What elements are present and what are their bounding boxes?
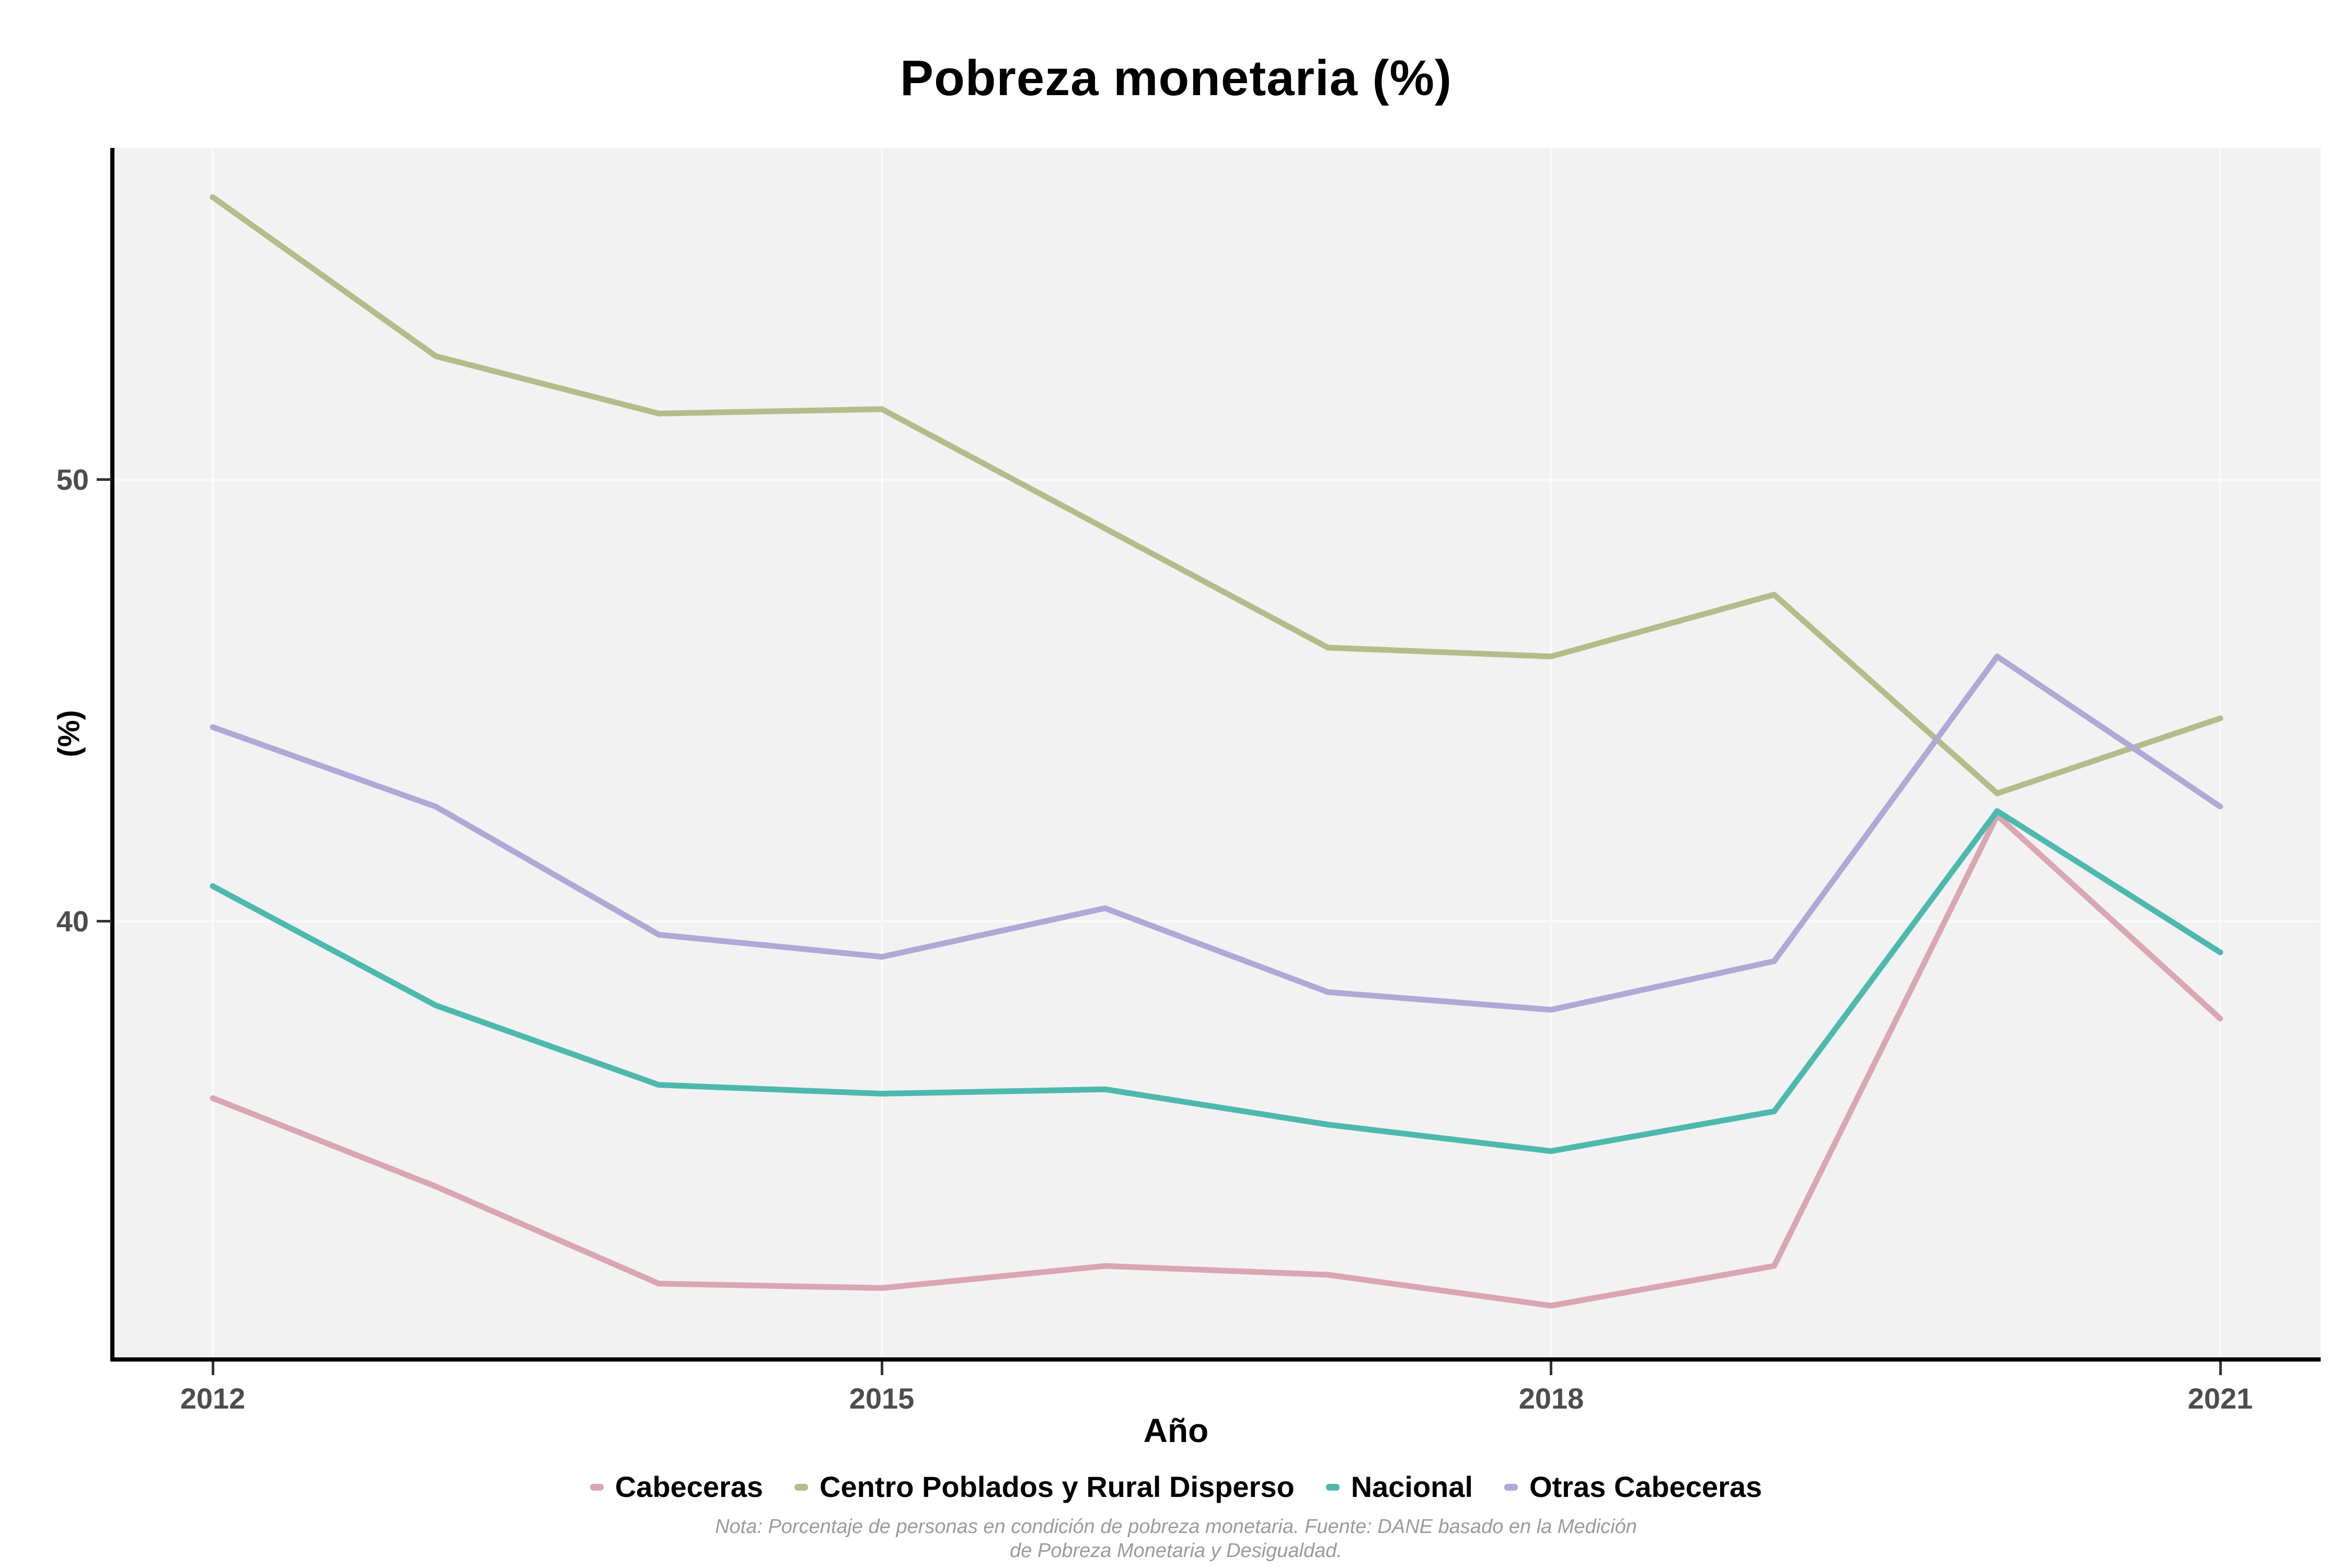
legend-item-nacional: Nacional xyxy=(1325,1470,1473,1503)
y-tick-label-40: 40 xyxy=(56,905,89,938)
y-tick-40 xyxy=(97,920,111,923)
legend-item-centro-poblados: Centro Poblados y Rural Disperso xyxy=(794,1471,1295,1503)
x-tick-label-2021: 2021 xyxy=(2187,1382,2253,1415)
y-tick-label-50: 50 xyxy=(56,463,89,496)
chart-title: Pobreza monetaria (%) xyxy=(900,50,1452,106)
line-chart xyxy=(112,148,2321,1357)
legend-label: Centro Poblados y Rural Disperso xyxy=(820,1470,1295,1503)
legend-item-cabeceras: Cabeceras xyxy=(590,1471,763,1503)
legend-swatch-cabeceras xyxy=(590,1483,604,1491)
footnote-line-2: de Pobreza Monetaria y Desigualdad. xyxy=(1010,1540,1342,1562)
series-line-otras-cabeceras xyxy=(210,653,2223,1013)
legend-label: Cabeceras xyxy=(615,1470,764,1503)
series-line-nacional xyxy=(210,808,2223,1154)
plot-panel xyxy=(112,148,2321,1357)
x-tick-label-2012: 2012 xyxy=(180,1382,246,1415)
series-line-cabeceras xyxy=(210,812,2223,1309)
y-axis-line xyxy=(110,148,114,1362)
x-axis-line xyxy=(110,1357,2321,1362)
x-axis-title: Año xyxy=(1143,1412,1209,1449)
x-tick-2021 xyxy=(2219,1362,2222,1375)
x-tick-2018 xyxy=(1550,1362,1552,1375)
x-tick-label-2018: 2018 xyxy=(1518,1382,1584,1415)
y-axis-title: (%) xyxy=(52,710,86,757)
y-tick-50 xyxy=(97,478,111,481)
legend-swatch-otras-cabeceras xyxy=(1504,1483,1518,1491)
legend: Cabeceras Centro Poblados y Rural Disper… xyxy=(0,1471,2352,1503)
footnote-line-1: Nota: Porcentaje de personas en condició… xyxy=(715,1516,1637,1538)
legend-swatch-centro-poblados xyxy=(794,1483,809,1491)
legend-item-otras-cabeceras: Otras Cabeceras xyxy=(1504,1471,1762,1503)
series-line-centro-poblados-y-rural-disperso xyxy=(210,194,2223,797)
x-tick-label-2015: 2015 xyxy=(849,1382,915,1415)
legend-label: Otras Cabeceras xyxy=(1529,1470,1762,1503)
x-tick-2015 xyxy=(881,1362,883,1375)
legend-swatch-nacional xyxy=(1325,1483,1340,1491)
x-tick-2012 xyxy=(212,1362,214,1375)
legend-label: Nacional xyxy=(1351,1470,1473,1503)
